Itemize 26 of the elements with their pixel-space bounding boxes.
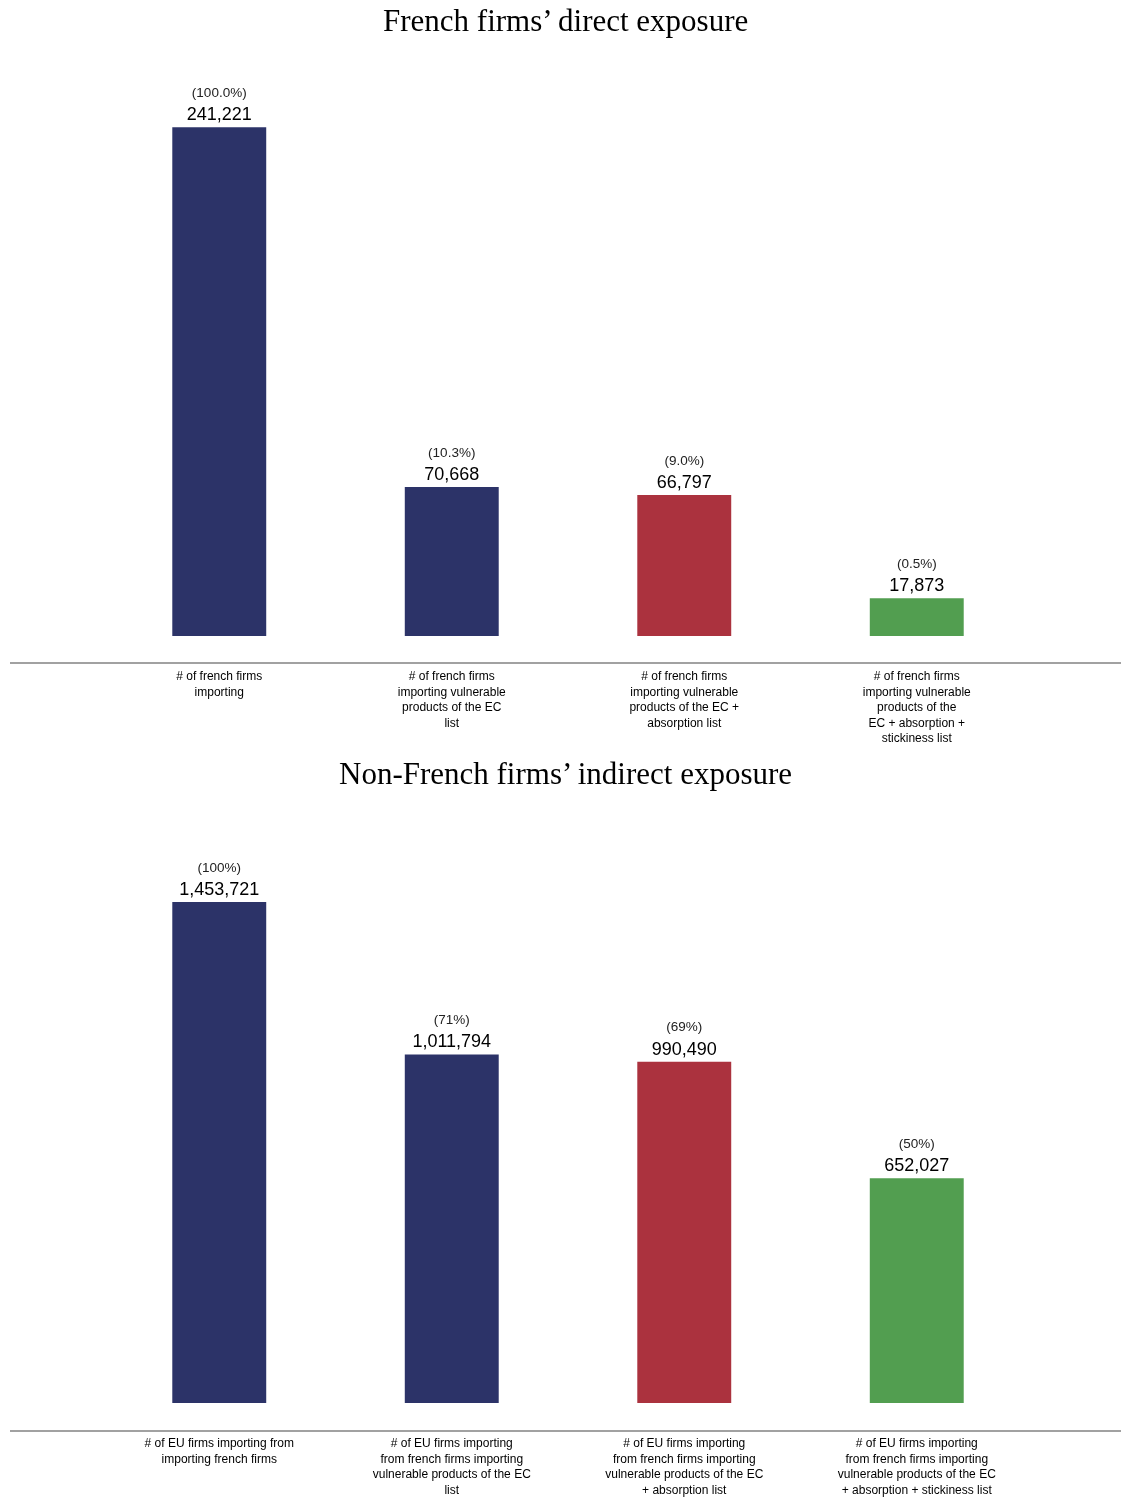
bar [404, 1054, 499, 1403]
chart-title: French firms’ direct exposure [383, 3, 749, 38]
chart-title: Non-French firms’ indirect exposure [339, 756, 793, 791]
x-tick-label: # of french firms importing vulnerable products of the EC list [397, 669, 507, 730]
bar [637, 495, 732, 636]
x-tick-label: # of french firms importing vulnerable products of the EC + absorption + stickiness list [862, 669, 972, 746]
data-label: (9.0%) 66,797 [656, 452, 712, 493]
bar [404, 486, 499, 636]
data-label: (50%) 652,027 [884, 1135, 950, 1176]
data-label: (100%) 1,453,721 [179, 859, 260, 900]
data-label: (69%) 990,490 [651, 1019, 717, 1059]
x-tick-label: # of french firms importing [176, 669, 263, 699]
x-tick-label: # of EU firms importing from importing french firms [144, 1436, 294, 1466]
data-label: (10.3%) 70,668 [424, 444, 480, 484]
bar [172, 127, 267, 636]
x-tick-label: # of EU firms importing from french firms importing vulnerable products of the EC + absorption + stickiness list [837, 1436, 997, 1497]
bar [869, 1178, 964, 1403]
bar [637, 1061, 732, 1403]
bar [172, 902, 267, 1403]
bar [869, 598, 964, 636]
data-label: (71%) 1,011,794 [412, 1011, 492, 1052]
data-label: (0.5%) 17,873 [889, 555, 945, 596]
x-tick-label: # of EU firms importing from french firms importing vulnerable products of the EC list [372, 1436, 532, 1497]
x-tick-label: # of EU firms importing from french firms importing vulnerable products of the EC + absorption list [605, 1436, 764, 1497]
data-label: (100.0%) 241,221 [186, 84, 252, 125]
x-tick-label: # of french firms importing vulnerable products of the EC + absorption list [629, 669, 740, 730]
